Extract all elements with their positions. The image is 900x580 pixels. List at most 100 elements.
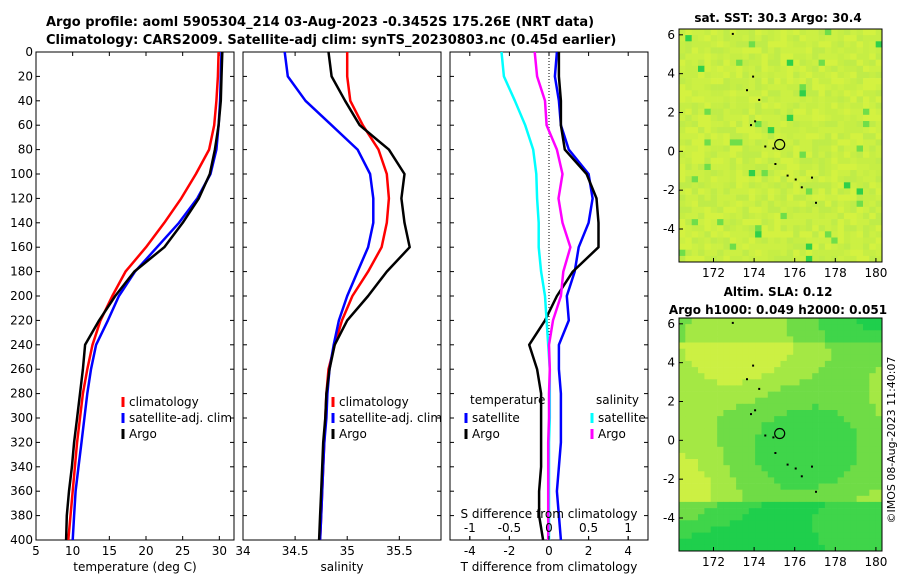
sst-map-cell bbox=[780, 114, 788, 122]
sst-map-cell bbox=[856, 225, 864, 232]
sst-map-cell bbox=[698, 121, 705, 128]
sst-map-cell bbox=[717, 212, 724, 220]
sla-map-cell bbox=[691, 434, 699, 441]
sst-map-cell bbox=[755, 249, 762, 257]
sst-map-cell bbox=[729, 231, 737, 238]
sla-map-cell bbox=[780, 373, 788, 380]
sst-map-cell bbox=[824, 121, 832, 128]
sst-map-cell bbox=[774, 65, 781, 73]
sst-map-cell bbox=[856, 139, 864, 146]
sst-map-cell bbox=[856, 219, 864, 226]
sst-map-cell bbox=[761, 176, 769, 183]
sst-map-cell bbox=[748, 176, 756, 183]
sst-map-cell bbox=[837, 206, 845, 214]
sla-map-cell bbox=[818, 459, 826, 466]
sst-map-cell bbox=[793, 53, 800, 60]
sst-map-cell bbox=[850, 200, 857, 208]
sst-map-cell bbox=[856, 163, 864, 171]
sst-map-cell bbox=[824, 157, 832, 165]
sst-map-cell bbox=[837, 145, 845, 152]
sst-map-cell bbox=[736, 212, 743, 220]
sst-map-cell bbox=[774, 170, 781, 177]
sst-map-cell bbox=[761, 108, 769, 116]
sla-map-cell bbox=[856, 336, 864, 343]
sst-map-cell bbox=[793, 145, 800, 152]
sla-map-cell bbox=[837, 446, 845, 454]
sst-map-cell bbox=[824, 96, 832, 103]
sst-map-cell bbox=[710, 255, 718, 263]
sst-map-cell bbox=[856, 151, 864, 159]
sst-map-cell bbox=[856, 29, 864, 36]
sst-map-cell bbox=[843, 78, 851, 85]
sdiff-legend-label: satellite bbox=[598, 411, 646, 425]
depth-ytick-label: 120 bbox=[10, 191, 33, 205]
sst-map-cell bbox=[767, 35, 775, 42]
sla-map-cell bbox=[824, 342, 832, 349]
sla-map-cell bbox=[704, 465, 712, 472]
sst-map-cell bbox=[812, 102, 819, 110]
sst-map-cell bbox=[863, 65, 870, 73]
sst-map-cell bbox=[812, 157, 819, 165]
sst-map-cell bbox=[774, 200, 781, 208]
sst-map-cell bbox=[831, 163, 838, 171]
sst-map-cell bbox=[742, 151, 750, 159]
sla-map-cell bbox=[704, 501, 712, 509]
sla-map-cell bbox=[812, 428, 819, 435]
sla-map-cell bbox=[717, 410, 724, 417]
sst-map-cell bbox=[710, 114, 718, 122]
sst-map-cell bbox=[799, 102, 807, 110]
sla-map-cell bbox=[843, 459, 851, 466]
sla-map-cell bbox=[691, 514, 699, 521]
sst-map-cell bbox=[761, 29, 769, 36]
sst-map-cell bbox=[805, 255, 813, 263]
sla-map-cell bbox=[875, 391, 883, 399]
sla-map-cell bbox=[831, 538, 838, 546]
sla-map-cell bbox=[812, 477, 819, 484]
temperature-xtick-label: 30 bbox=[212, 544, 227, 558]
sst-map-cell bbox=[831, 133, 838, 140]
sla-map-cell bbox=[850, 446, 857, 454]
depth-ytick-label: 60 bbox=[18, 118, 33, 132]
sla-map-cell bbox=[767, 410, 775, 417]
sla-map-cell bbox=[824, 336, 832, 343]
sla-map-cell bbox=[786, 397, 794, 405]
sla-map-cell bbox=[698, 428, 705, 435]
sst-map-cell bbox=[786, 237, 794, 244]
sst-map-cell bbox=[723, 243, 731, 251]
sla-map-cell bbox=[704, 459, 712, 466]
sla-map-cell bbox=[704, 391, 712, 399]
sla-map-cell bbox=[685, 440, 692, 448]
sla-map-cell bbox=[875, 459, 883, 466]
sst-map-cell bbox=[875, 41, 883, 48]
sla-map-cell bbox=[799, 354, 807, 362]
sla-map-cell bbox=[850, 373, 857, 380]
sst-map-cell bbox=[850, 163, 857, 171]
sla-map-cell bbox=[767, 379, 775, 386]
sst-map-cell bbox=[761, 127, 769, 134]
sla-map-cell bbox=[850, 385, 857, 392]
sst-map-cell bbox=[869, 139, 876, 146]
sst-map-cell bbox=[812, 53, 819, 60]
sla-map-cell bbox=[818, 489, 826, 497]
sst-map-cell bbox=[799, 194, 807, 202]
sst-map-cell bbox=[723, 65, 731, 73]
sla-map-cell bbox=[685, 318, 692, 325]
sla-map-cell bbox=[863, 403, 870, 411]
sla-map-cell bbox=[698, 410, 705, 417]
sst-map-cell bbox=[717, 176, 724, 183]
sla-map-cell bbox=[755, 422, 762, 429]
sla-map-cell bbox=[799, 428, 807, 435]
sst-map-cell bbox=[843, 114, 851, 122]
sla-map-cell bbox=[824, 360, 832, 368]
sla-map-cell bbox=[869, 367, 876, 374]
sst-map-cell bbox=[863, 182, 870, 189]
sla-map-cell bbox=[679, 489, 686, 497]
sla-map-cell bbox=[793, 354, 800, 362]
sla-map-cell bbox=[863, 434, 870, 441]
sla-map-cell bbox=[824, 410, 832, 417]
sla-map-cell bbox=[850, 514, 857, 521]
sst-map-cell bbox=[723, 29, 731, 36]
sst-map-cell bbox=[824, 133, 832, 140]
sla-map-cell bbox=[875, 452, 883, 460]
sla-map-cell bbox=[824, 397, 832, 405]
